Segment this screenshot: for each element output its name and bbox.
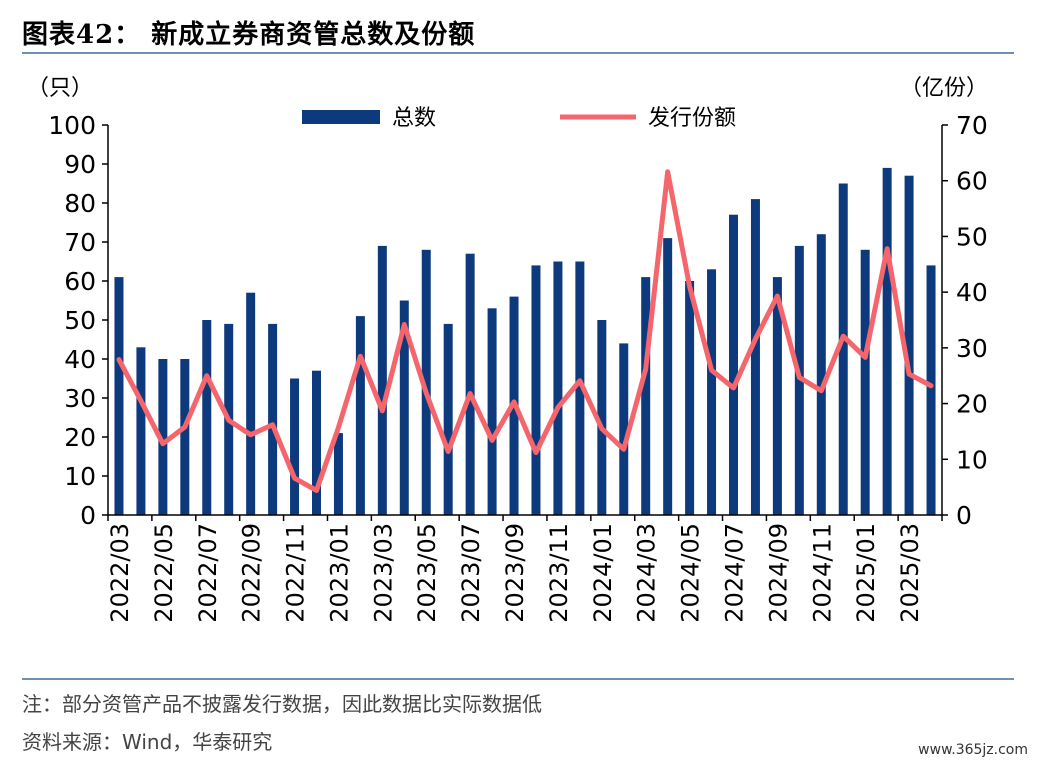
right-tick-label: 70	[956, 111, 988, 140]
x-tick-label: 2022/03	[106, 523, 134, 623]
watermark: www.365jz.com	[918, 742, 1028, 758]
x-tick-label: 2025/01	[852, 523, 880, 623]
bar-2024/12	[838, 183, 848, 515]
bar-2024/05	[685, 281, 695, 515]
bar-2025/02	[882, 167, 892, 515]
bar-2022/11	[290, 378, 300, 515]
bar-2024/08	[750, 199, 760, 515]
bar-2023/07	[465, 253, 475, 515]
left-tick-label: 70	[64, 228, 96, 257]
bar-2022/06	[180, 359, 190, 515]
bar-2023/02	[355, 316, 365, 515]
right-tick-label: 30	[956, 334, 988, 363]
left-tick-label: 30	[64, 384, 96, 413]
x-tick-label: 2024/05	[677, 523, 705, 623]
x-tick-label: 2024/07	[721, 523, 749, 623]
left-tick-label: 100	[48, 111, 96, 140]
bar-2024/04	[663, 238, 673, 515]
bar-2024/10	[794, 245, 804, 515]
left-tick-label: 0	[80, 501, 96, 530]
x-tick-label: 2024/11	[808, 523, 836, 623]
x-tick-label: 2023/11	[545, 523, 573, 623]
top-rule	[22, 52, 1014, 54]
legend-label-line: 发行份额	[648, 106, 736, 131]
axes: 0 10 20 30 40 50 60 70 80 90 100 0 10 20 30 40 50 60 70 202…	[48, 111, 988, 623]
x-tick-label: 2024/03	[633, 523, 661, 623]
right-tick-label: 60	[956, 167, 988, 196]
right-tick-label: 50	[956, 222, 988, 251]
legend: 总数 发行份额	[302, 106, 736, 131]
line-series	[116, 169, 934, 493]
bar-2024/11	[816, 234, 826, 515]
x-tick-label: 2023/09	[501, 523, 529, 623]
x-tick-label: 2022/05	[150, 523, 178, 623]
bar-2023/03	[377, 245, 387, 515]
bar-2024/02	[619, 343, 629, 515]
left-tick-label: 40	[64, 345, 96, 374]
bottom-rule	[22, 678, 1014, 680]
bar-2022/12	[312, 370, 321, 515]
bar-2023/10	[531, 265, 541, 515]
right-tick-label: 40	[956, 278, 988, 307]
x-tick-label: 2023/07	[457, 523, 485, 623]
right-tick-label: 0	[956, 501, 972, 530]
bar-2023/12	[575, 261, 585, 515]
bar-2023/06	[443, 323, 453, 515]
bar-2025/01	[860, 249, 870, 516]
x-tick-label: 2023/03	[369, 523, 397, 623]
bar-series	[114, 167, 936, 516]
right-tick-label: 10	[956, 445, 988, 474]
bar-2024/09	[772, 277, 782, 515]
x-tick-label: 2022/07	[194, 523, 222, 623]
bar-2023/08	[487, 308, 497, 515]
right-axis-unit-label: （亿份）	[900, 76, 988, 101]
bar-2022/05	[158, 359, 168, 515]
bar-2024/03	[641, 277, 651, 515]
x-tick-label: 2024/09	[764, 523, 792, 623]
bar-2022/03	[114, 277, 124, 515]
bar-2023/11	[553, 261, 563, 515]
x-tick-label: 2023/01	[325, 523, 353, 623]
bar-2022/07	[202, 320, 212, 515]
left-tick-label: 80	[64, 189, 96, 218]
left-tick-label: 90	[64, 150, 96, 179]
bar-2022/10	[268, 323, 278, 515]
figure-title: 图表42： 新成立券商资管总数及份额	[22, 20, 476, 50]
line-issued-share	[116, 169, 934, 493]
chart: （只） （亿份） 总数 发行份额 01020304050607080901000…	[27, 76, 988, 623]
chart-source: 资料来源：Wind，华泰研究	[22, 730, 273, 754]
bar-2022/04	[136, 347, 146, 515]
x-tick-label: 2025/03	[896, 523, 924, 623]
left-tick-label: 10	[64, 462, 96, 491]
x-tick-label: 2023/05	[413, 523, 441, 623]
chart-note: 注：部分资管产品不披露发行数据，因此数据比实际数据低	[22, 692, 542, 716]
bar-2025/04	[926, 265, 936, 515]
bar-2024/01	[597, 320, 607, 515]
x-tick-label: 2022/11	[282, 523, 310, 623]
left-tick-label: 20	[64, 423, 96, 452]
bar-2023/04	[399, 300, 409, 515]
left-tick-label: 50	[64, 306, 96, 335]
left-tick-label: 60	[64, 267, 96, 296]
bar-2023/01	[333, 433, 343, 515]
legend-label-bar: 总数	[392, 106, 436, 131]
legend-swatch-bar	[302, 110, 380, 124]
right-tick-label: 20	[956, 390, 988, 419]
bar-2023/05	[421, 249, 431, 516]
bar-2022/09	[246, 292, 256, 515]
left-axis-unit-label: （只）	[27, 76, 93, 101]
bar-2024/06	[707, 269, 717, 515]
bar-2024/07	[729, 214, 738, 515]
bar-2025/03	[904, 175, 914, 515]
x-tick-label: 2024/01	[589, 523, 617, 623]
x-tick-label: 2022/09	[238, 523, 266, 623]
